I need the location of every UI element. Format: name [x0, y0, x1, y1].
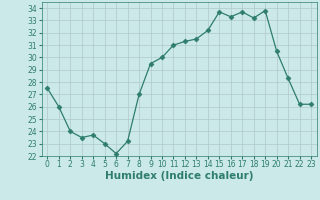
X-axis label: Humidex (Indice chaleur): Humidex (Indice chaleur): [105, 171, 253, 181]
